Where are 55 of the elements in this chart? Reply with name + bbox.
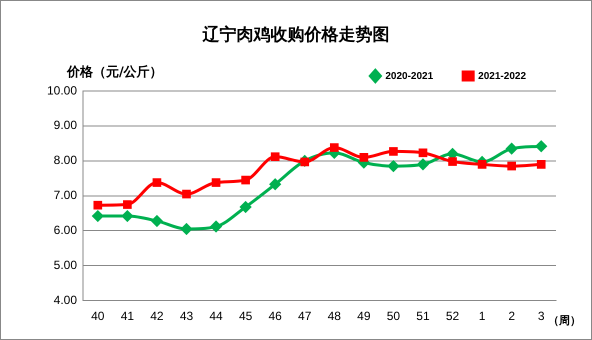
- legend-label: 2021-2022: [478, 70, 526, 82]
- legend-label: 2020-2021: [385, 70, 434, 82]
- point: [212, 178, 220, 187]
- point: [418, 148, 428, 158]
- x-tick-label: 46: [268, 309, 282, 324]
- point: [507, 162, 516, 170]
- point: [506, 143, 518, 154]
- x-tick-label: 1: [478, 309, 486, 324]
- x-tick-label: 50: [386, 309, 400, 324]
- x-tick-label: 42: [150, 309, 164, 324]
- point: [92, 210, 104, 222]
- x-tick-label: 48: [328, 309, 342, 324]
- point: [182, 190, 191, 198]
- x-tick-label: 47: [298, 309, 312, 324]
- x-axis-title: （周）: [548, 313, 581, 328]
- point: [240, 201, 252, 212]
- y-tick-label: 9.00: [54, 118, 78, 132]
- point: [448, 157, 457, 166]
- point: [300, 158, 310, 166]
- x-tick-label: 3: [538, 309, 545, 324]
- point: [93, 200, 102, 210]
- point: [122, 210, 133, 222]
- point: [536, 160, 546, 169]
- point: [241, 176, 250, 184]
- y-tick-label: 6.00: [54, 223, 78, 238]
- y-tick-label: 5.00: [54, 258, 78, 272]
- point: [210, 221, 222, 232]
- point: [151, 215, 162, 226]
- x-tick-label: 40: [91, 309, 105, 324]
- x-tick-label: 2: [508, 309, 516, 324]
- point: [478, 160, 486, 169]
- point: [270, 178, 281, 190]
- y-tick-label: 10.00: [47, 83, 78, 98]
- x-tick-label: 43: [180, 309, 194, 324]
- y-tick-label: 7.00: [54, 188, 78, 202]
- point: [180, 223, 192, 234]
- point: [152, 178, 162, 187]
- x-tick-label: 49: [357, 309, 371, 324]
- chart-title: 辽宁肉鸡收购价格走势图: [202, 24, 390, 46]
- x-tick-label: 51: [416, 309, 430, 324]
- y-tick-label: 8.00: [54, 153, 78, 168]
- y-axis-title: 价格（元/公斤）: [67, 64, 163, 81]
- x-tick-label: 52: [446, 309, 460, 324]
- point: [388, 160, 399, 172]
- point: [536, 140, 547, 152]
- point: [389, 147, 398, 156]
- x-tick-label: 41: [120, 309, 134, 324]
- point: [270, 152, 280, 162]
- point: [417, 158, 428, 170]
- x-tick-label: 45: [238, 309, 253, 324]
- point: [360, 153, 368, 162]
- point: [123, 200, 132, 209]
- y-tick-label: 4.00: [54, 292, 78, 307]
- point: [330, 143, 339, 152]
- x-tick-label: 44: [209, 309, 224, 324]
